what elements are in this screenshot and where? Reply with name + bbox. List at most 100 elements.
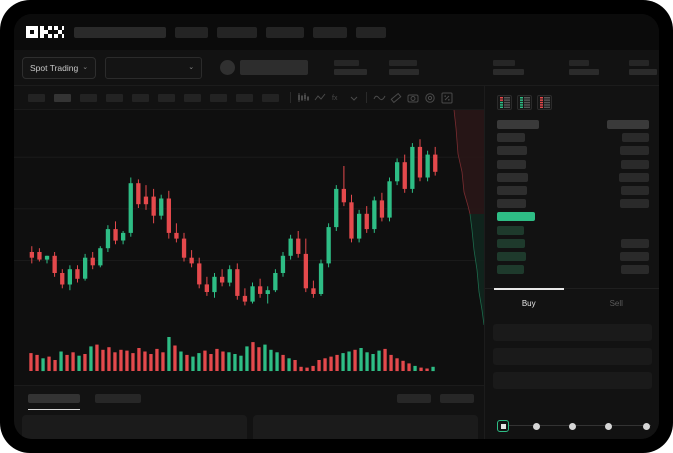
indicator-icon[interactable]: fx [330, 91, 344, 105]
pair-select[interactable]: ⌄ [105, 56, 203, 79]
timeframe-button[interactable] [106, 93, 123, 102]
nav-item-5[interactable] [356, 26, 386, 38]
spot-trading-label: Spot Trading [30, 62, 79, 73]
orderbook[interactable] [485, 116, 659, 275]
line-chart-icon[interactable] [313, 91, 327, 105]
orderbook-header [497, 120, 649, 129]
timeframe-button[interactable] [184, 93, 201, 102]
chart-toolbar: fx [14, 86, 484, 110]
gear-icon[interactable] [423, 91, 437, 105]
chevron-down-icon[interactable] [347, 91, 361, 105]
slider-step-dot[interactable] [569, 422, 576, 430]
amount-slider[interactable] [497, 420, 652, 432]
order-amount-field[interactable] [493, 348, 652, 365]
fullscreen-icon[interactable] [440, 91, 454, 105]
orderbook-amount [621, 238, 649, 248]
tab-sell[interactable]: Sell [573, 289, 660, 318]
timeframe-button[interactable] [132, 93, 149, 102]
orderbook-amount [620, 146, 649, 156]
orderbook-amount-header [607, 120, 649, 129]
orderbook-row[interactable] [497, 146, 649, 156]
orders-action-2[interactable] [440, 394, 474, 403]
orderbook-row[interactable] [497, 133, 649, 143]
toolbar-divider [366, 92, 367, 103]
app-screen: Spot Trading ⌄ ⌄ [14, 14, 659, 439]
orderbook-row[interactable] [497, 185, 649, 195]
timeframe-button[interactable] [210, 93, 227, 102]
timeframe-button[interactable] [28, 93, 45, 102]
orderbook-price [497, 146, 527, 156]
tab-open-orders[interactable] [28, 394, 80, 410]
orderbook-row[interactable] [497, 199, 649, 209]
nav-item-3[interactable] [266, 26, 304, 38]
ruler-icon[interactable] [389, 91, 403, 105]
orderbook-mode-bids-icon[interactable] [517, 95, 532, 110]
bottom-panel-2[interactable] [253, 415, 478, 439]
stat-label [334, 60, 360, 66]
orderbook-mode-both-icon[interactable] [497, 95, 512, 110]
nav-item-4[interactable] [313, 26, 347, 38]
orders-action-1[interactable] [397, 394, 431, 403]
timeframe-button[interactable] [54, 93, 71, 102]
tab-buy[interactable]: Buy [485, 288, 573, 318]
camera-icon[interactable] [406, 91, 420, 105]
price-chart[interactable] [14, 110, 484, 325]
bottom-panel-1[interactable] [22, 415, 247, 439]
orderbook-row[interactable] [497, 251, 649, 261]
nav-item-1[interactable] [175, 26, 208, 38]
timeframe-button[interactable] [158, 93, 175, 102]
stat-value [389, 69, 420, 75]
slider-step-dot[interactable] [533, 422, 540, 430]
orderbook-row[interactable] [497, 212, 649, 222]
chevron-down-icon: ⌄ [188, 64, 195, 71]
stat-group-4 [569, 60, 600, 75]
timeframe-button[interactable] [80, 93, 97, 102]
order-price-field[interactable] [493, 324, 652, 341]
stat-value [334, 69, 368, 75]
stat-group-2 [389, 60, 420, 75]
trade-side-tabs: Buy Sell [485, 288, 659, 318]
tab-sell-label: Sell [609, 299, 623, 308]
orderbook-price [497, 225, 524, 235]
wave-icon[interactable] [372, 91, 386, 105]
svg-text:fx: fx [332, 95, 338, 102]
orders-tab-bar [14, 385, 484, 411]
slider-handle[interactable] [497, 420, 509, 432]
tab-buy-label: Buy [521, 299, 536, 308]
order-total-field[interactable] [493, 372, 652, 389]
orderbook-amount [620, 199, 649, 209]
orderbook-row[interactable] [497, 238, 649, 248]
volume-svg [29, 337, 435, 372]
orderbook-amount [621, 185, 649, 195]
orderbook-price [497, 159, 526, 169]
orderbook-mode-asks-icon[interactable] [537, 95, 552, 110]
volume-chart[interactable] [14, 325, 484, 385]
stat-value [569, 69, 600, 75]
stat-label [629, 60, 650, 66]
orderbook-row[interactable] [497, 265, 649, 275]
stat-group-5 [629, 60, 658, 75]
okx-logo[interactable] [26, 26, 64, 38]
nav-item-2[interactable] [217, 26, 257, 38]
candlestick-icon[interactable] [296, 91, 310, 105]
orderbook-row[interactable] [497, 172, 649, 182]
orderbook-amount [619, 172, 649, 182]
stat-value [629, 69, 658, 75]
orderbook-price [497, 199, 526, 209]
orderbook-row[interactable] [497, 159, 649, 169]
orderbook-amount [620, 251, 649, 261]
search-input[interactable] [74, 26, 166, 38]
timeframe-button[interactable] [236, 93, 253, 102]
slider-step-dot[interactable] [643, 422, 650, 430]
orderbook-price-header [497, 120, 539, 129]
spot-trading-button[interactable]: Spot Trading ⌄ [22, 56, 97, 79]
orderbook-price [497, 172, 528, 182]
stat-group-3 [493, 60, 525, 75]
timeframe-button[interactable] [262, 93, 279, 102]
orderbook-amount [621, 265, 649, 275]
tab-order-history[interactable] [95, 394, 141, 403]
orderbook-row[interactable] [497, 225, 649, 235]
orderbook-price [497, 238, 525, 248]
slider-step-dot[interactable] [605, 422, 612, 430]
orderbook-mode-switcher [485, 86, 659, 116]
